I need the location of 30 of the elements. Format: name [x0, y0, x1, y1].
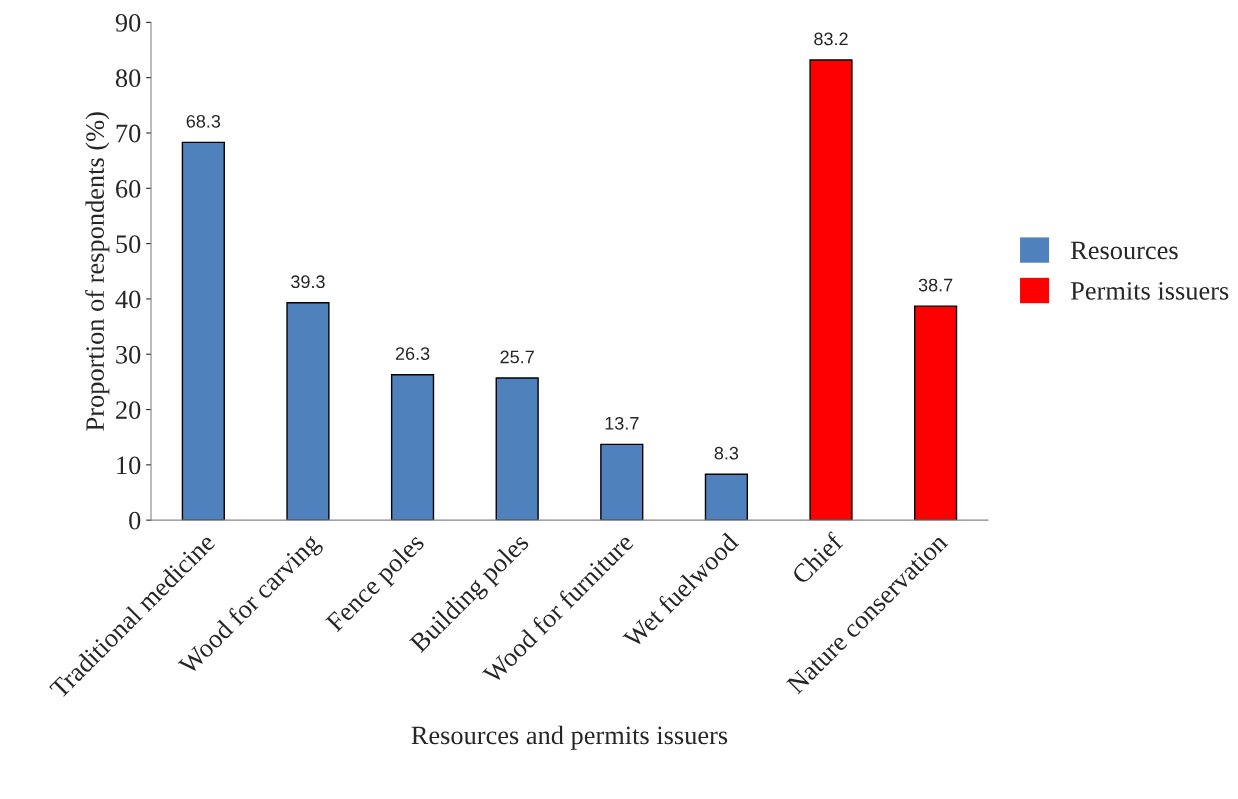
legend-label: Permits issuers	[1070, 282, 1229, 300]
y-tick-label: 30	[116, 345, 141, 364]
data-label: 39.3	[291, 275, 325, 289]
y-tick-label: 90	[115, 13, 141, 32]
data-label: 83.2	[814, 32, 848, 46]
data-label: 38.7	[918, 278, 953, 292]
bar	[809, 59, 853, 521]
x-axis-title: Resources and permits issuers	[411, 725, 728, 750]
y-tick-label: 40	[115, 290, 141, 309]
y-tick-label: 0	[129, 511, 141, 530]
bar	[390, 373, 435, 521]
data-label: 26.3	[395, 347, 430, 361]
bar	[600, 443, 644, 521]
y-tick-label: 60	[116, 179, 141, 198]
data-label: 8.3	[714, 446, 739, 460]
bar	[286, 302, 330, 521]
y-tick-label: 50	[116, 235, 141, 254]
bar	[495, 377, 539, 521]
y-tick-label: 70	[116, 124, 141, 143]
bar	[914, 305, 958, 521]
y-tick-label: 80	[115, 69, 141, 88]
data-label: 25.7	[500, 350, 534, 364]
y-axis-title: Proportion of respondents (%)	[85, 112, 110, 431]
data-label: 68.3	[186, 114, 221, 128]
bar	[181, 141, 225, 521]
y-tick-label: 10	[117, 456, 141, 475]
bar	[704, 473, 749, 521]
data-label: 13.7	[605, 416, 639, 430]
y-tick-label: 20	[116, 401, 141, 419]
legend-label: Resources	[1070, 241, 1178, 260]
